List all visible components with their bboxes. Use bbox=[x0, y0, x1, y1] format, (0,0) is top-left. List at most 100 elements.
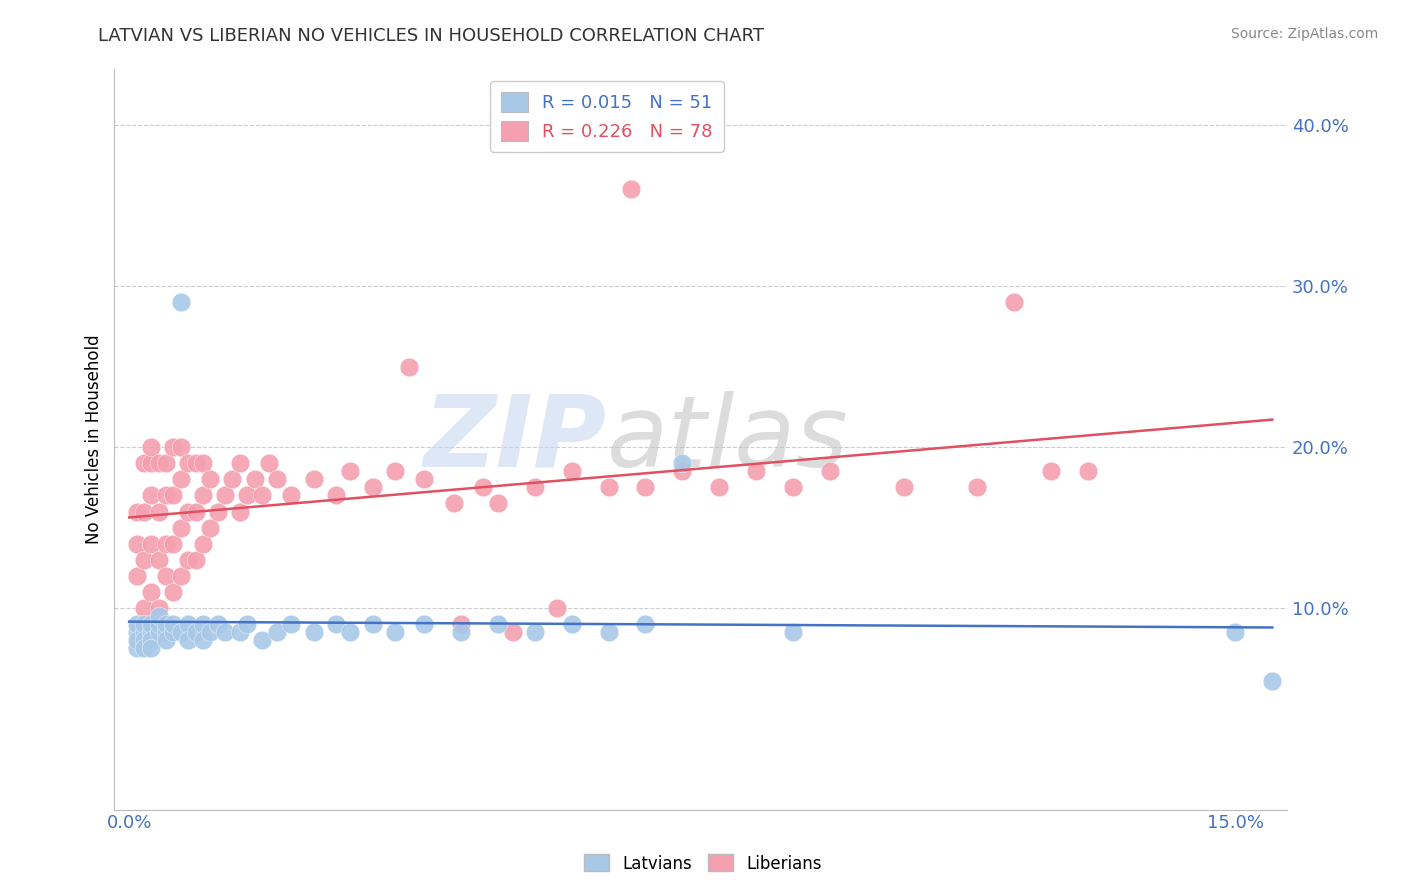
Point bbox=[125, 617, 148, 632]
Point bbox=[191, 488, 214, 502]
Point bbox=[634, 480, 657, 494]
Point bbox=[966, 480, 988, 494]
Point bbox=[125, 625, 148, 640]
Point bbox=[155, 617, 177, 632]
Legend: R = 0.015   N = 51, R = 0.226   N = 78: R = 0.015 N = 51, R = 0.226 N = 78 bbox=[491, 81, 724, 152]
Point bbox=[634, 617, 657, 632]
Point bbox=[148, 456, 170, 470]
Point bbox=[266, 625, 288, 640]
Point bbox=[141, 633, 163, 648]
Point bbox=[132, 504, 155, 518]
Point bbox=[141, 456, 163, 470]
Point bbox=[170, 569, 193, 583]
Point bbox=[125, 537, 148, 551]
Point bbox=[384, 625, 406, 640]
Point bbox=[148, 601, 170, 615]
Point bbox=[141, 641, 163, 656]
Text: atlas: atlas bbox=[607, 391, 849, 488]
Point bbox=[259, 456, 281, 470]
Point bbox=[162, 625, 184, 640]
Point bbox=[361, 617, 384, 632]
Point bbox=[214, 625, 236, 640]
Point bbox=[280, 617, 302, 632]
Point bbox=[132, 553, 155, 567]
Point bbox=[486, 617, 509, 632]
Point bbox=[413, 617, 436, 632]
Point bbox=[125, 504, 148, 518]
Point bbox=[125, 641, 148, 656]
Point bbox=[325, 617, 347, 632]
Point bbox=[148, 625, 170, 640]
Point bbox=[671, 456, 693, 470]
Point bbox=[141, 537, 163, 551]
Point bbox=[413, 472, 436, 486]
Point bbox=[302, 625, 325, 640]
Point bbox=[170, 440, 193, 454]
Point bbox=[745, 464, 768, 478]
Point bbox=[561, 464, 583, 478]
Point bbox=[1002, 295, 1025, 310]
Text: LATVIAN VS LIBERIAN NO VEHICLES IN HOUSEHOLD CORRELATION CHART: LATVIAN VS LIBERIAN NO VEHICLES IN HOUSE… bbox=[98, 27, 765, 45]
Point bbox=[1261, 673, 1284, 688]
Point bbox=[141, 625, 163, 640]
Point bbox=[177, 504, 200, 518]
Point bbox=[229, 625, 252, 640]
Point bbox=[250, 633, 273, 648]
Point bbox=[398, 359, 420, 374]
Point bbox=[132, 601, 155, 615]
Point bbox=[132, 633, 155, 648]
Point bbox=[200, 625, 222, 640]
Point bbox=[302, 472, 325, 486]
Point bbox=[191, 537, 214, 551]
Point bbox=[325, 488, 347, 502]
Point bbox=[170, 521, 193, 535]
Point bbox=[546, 601, 568, 615]
Point bbox=[155, 633, 177, 648]
Point bbox=[598, 480, 620, 494]
Point bbox=[141, 585, 163, 599]
Point bbox=[148, 609, 170, 624]
Point bbox=[162, 488, 184, 502]
Point bbox=[450, 625, 472, 640]
Point bbox=[561, 617, 583, 632]
Point bbox=[486, 496, 509, 510]
Point bbox=[141, 617, 163, 632]
Point bbox=[148, 553, 170, 567]
Point bbox=[280, 488, 302, 502]
Point bbox=[177, 617, 200, 632]
Point bbox=[339, 464, 361, 478]
Point bbox=[523, 625, 546, 640]
Point bbox=[361, 480, 384, 494]
Point bbox=[132, 617, 155, 632]
Point bbox=[155, 456, 177, 470]
Point bbox=[782, 625, 804, 640]
Point bbox=[709, 480, 731, 494]
Point bbox=[229, 504, 252, 518]
Y-axis label: No Vehicles in Household: No Vehicles in Household bbox=[86, 334, 103, 544]
Point bbox=[221, 472, 243, 486]
Point bbox=[671, 464, 693, 478]
Point bbox=[450, 617, 472, 632]
Point bbox=[162, 537, 184, 551]
Point bbox=[125, 633, 148, 648]
Point bbox=[200, 472, 222, 486]
Point bbox=[893, 480, 915, 494]
Point bbox=[184, 553, 207, 567]
Point bbox=[443, 496, 465, 510]
Point bbox=[200, 521, 222, 535]
Point bbox=[177, 633, 200, 648]
Point bbox=[191, 633, 214, 648]
Point bbox=[384, 464, 406, 478]
Point bbox=[818, 464, 841, 478]
Point bbox=[141, 488, 163, 502]
Point bbox=[339, 625, 361, 640]
Point bbox=[177, 553, 200, 567]
Point bbox=[472, 480, 495, 494]
Legend: Latvians, Liberians: Latvians, Liberians bbox=[576, 847, 830, 880]
Point bbox=[155, 625, 177, 640]
Point bbox=[141, 440, 163, 454]
Point bbox=[170, 625, 193, 640]
Point bbox=[184, 456, 207, 470]
Point bbox=[177, 456, 200, 470]
Point bbox=[155, 537, 177, 551]
